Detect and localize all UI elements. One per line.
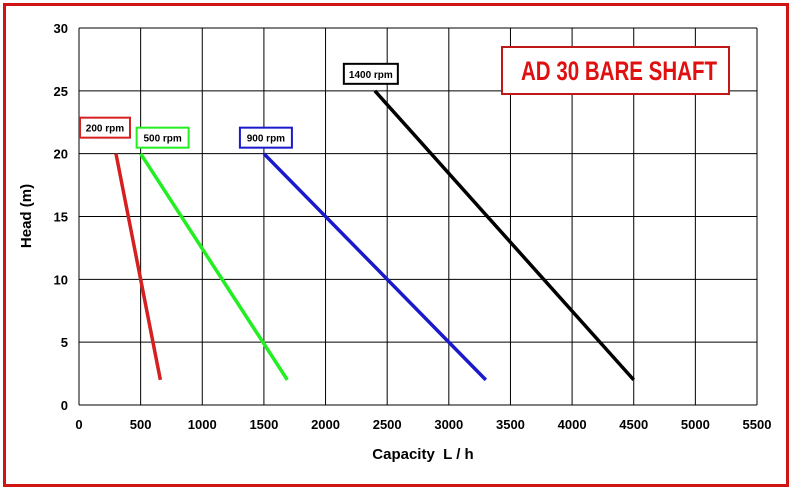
y-axis-title: Head (m) (18, 184, 35, 248)
x-tick-label: 2500 (373, 417, 402, 432)
y-tick-label: 10 (54, 272, 68, 287)
series-label-box (238, 126, 293, 149)
x-tick-label: 3500 (496, 417, 525, 432)
tick-labels: 0 500 1000 1500 2000 2500 3000 3500 4000 4500 5000… (54, 21, 772, 432)
x-tick-label: 3000 (434, 417, 463, 432)
x-tick-label: 4000 (558, 417, 587, 432)
series-label-500-rpm: 500 rpm (135, 126, 190, 149)
series-line-900-rpm (262, 152, 488, 382)
x-tick-label: 1500 (249, 417, 278, 432)
x-tick-label: 2000 (311, 417, 340, 432)
series-label-box (135, 126, 190, 149)
series-label-200-rpm: 200 rpm (78, 116, 131, 139)
y-tick-label: 15 (54, 210, 68, 225)
x-tick-label: 0 (75, 417, 82, 432)
series-line-1400-rpm (373, 89, 636, 382)
series-label-box (342, 62, 399, 85)
y-tick-label: 0 (61, 398, 68, 413)
series-label-1400-rpm: 1400 rpm (342, 62, 399, 85)
series-label-text: 1400 rpm (349, 70, 393, 81)
chart-title: AD 30 BARE SHAFT (521, 56, 717, 86)
x-tick-label: 5000 (681, 417, 710, 432)
chart-title-box: AD 30 BARE SHAFT (501, 46, 730, 95)
chart-title-border (501, 46, 730, 95)
series-line-500-rpm (139, 152, 289, 381)
x-axis-title: Capacity L / h (372, 446, 473, 463)
series-label-text: 900 rpm (247, 134, 285, 145)
y-tick-label: 5 (61, 335, 68, 350)
series-label-900-rpm: 900 rpm (238, 126, 293, 149)
series-label-text: 500 rpm (143, 134, 181, 145)
x-tick-label: 500 (130, 417, 152, 432)
series-line-200-rpm (114, 153, 163, 381)
series-label-text: 200 rpm (86, 124, 124, 135)
series-lines (114, 89, 636, 382)
y-tick-label: 25 (54, 84, 68, 99)
y-tick-label: 20 (54, 147, 68, 162)
x-tick-label: 5500 (743, 417, 772, 432)
series-labels: 200 rpm 500 rpm 900 rpm 1400 rpm (78, 62, 399, 149)
x-tick-label: 4500 (619, 417, 648, 432)
series-label-box (78, 116, 131, 139)
x-tick-label: 1000 (188, 417, 217, 432)
y-tick-label: 30 (54, 21, 68, 36)
